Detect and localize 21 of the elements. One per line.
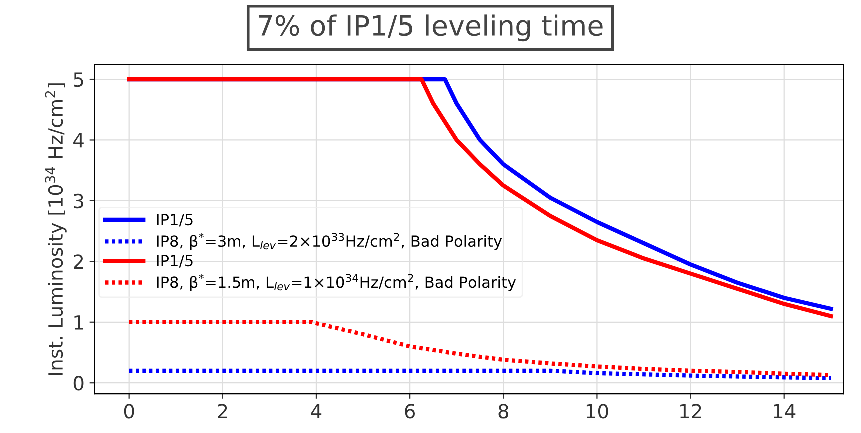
y-tick-label: 4 [74,133,84,148]
text: IP8, β$^{*}$=1.5m, L$_{lev}$=1×10$^{34}$Hz/cm$^{2}$, Bad Polarity [157,274,516,292]
y-tick-label: 1 [74,316,84,330]
x-tick-label: 6 [405,404,416,419]
y-axis-title: Inst. Luminosity [10$^{34}$ Hz/cm$^{2}$] [45,84,67,376]
text: IP8, β$^{*}$=3m, L$_{lev}$=2×10$^{33}$Hz/cm$^{2}$, Bad Polarity [157,233,502,250]
x-tick-label: 10 [586,404,608,419]
legend-label: IP1/5 [157,255,193,268]
legend-label: IP1/5 [157,214,193,227]
x-tick-label: 0 [124,404,134,419]
y-tick-label: 2 [74,254,84,270]
x-tick-label: 8 [498,404,508,419]
x-tick-label: 12 [680,404,702,419]
x-tick-label: 14 [774,404,796,419]
x-tick-label: 4 [311,404,322,419]
y-tick-label: 0 [74,376,84,391]
y-tick-label: 5 [74,72,84,88]
y-tick-label: 3 [74,194,84,209]
x-tick-label: 2 [218,404,228,419]
text: 7% of IP1/5 leveling time [258,14,603,42]
line-series [127,368,834,380]
